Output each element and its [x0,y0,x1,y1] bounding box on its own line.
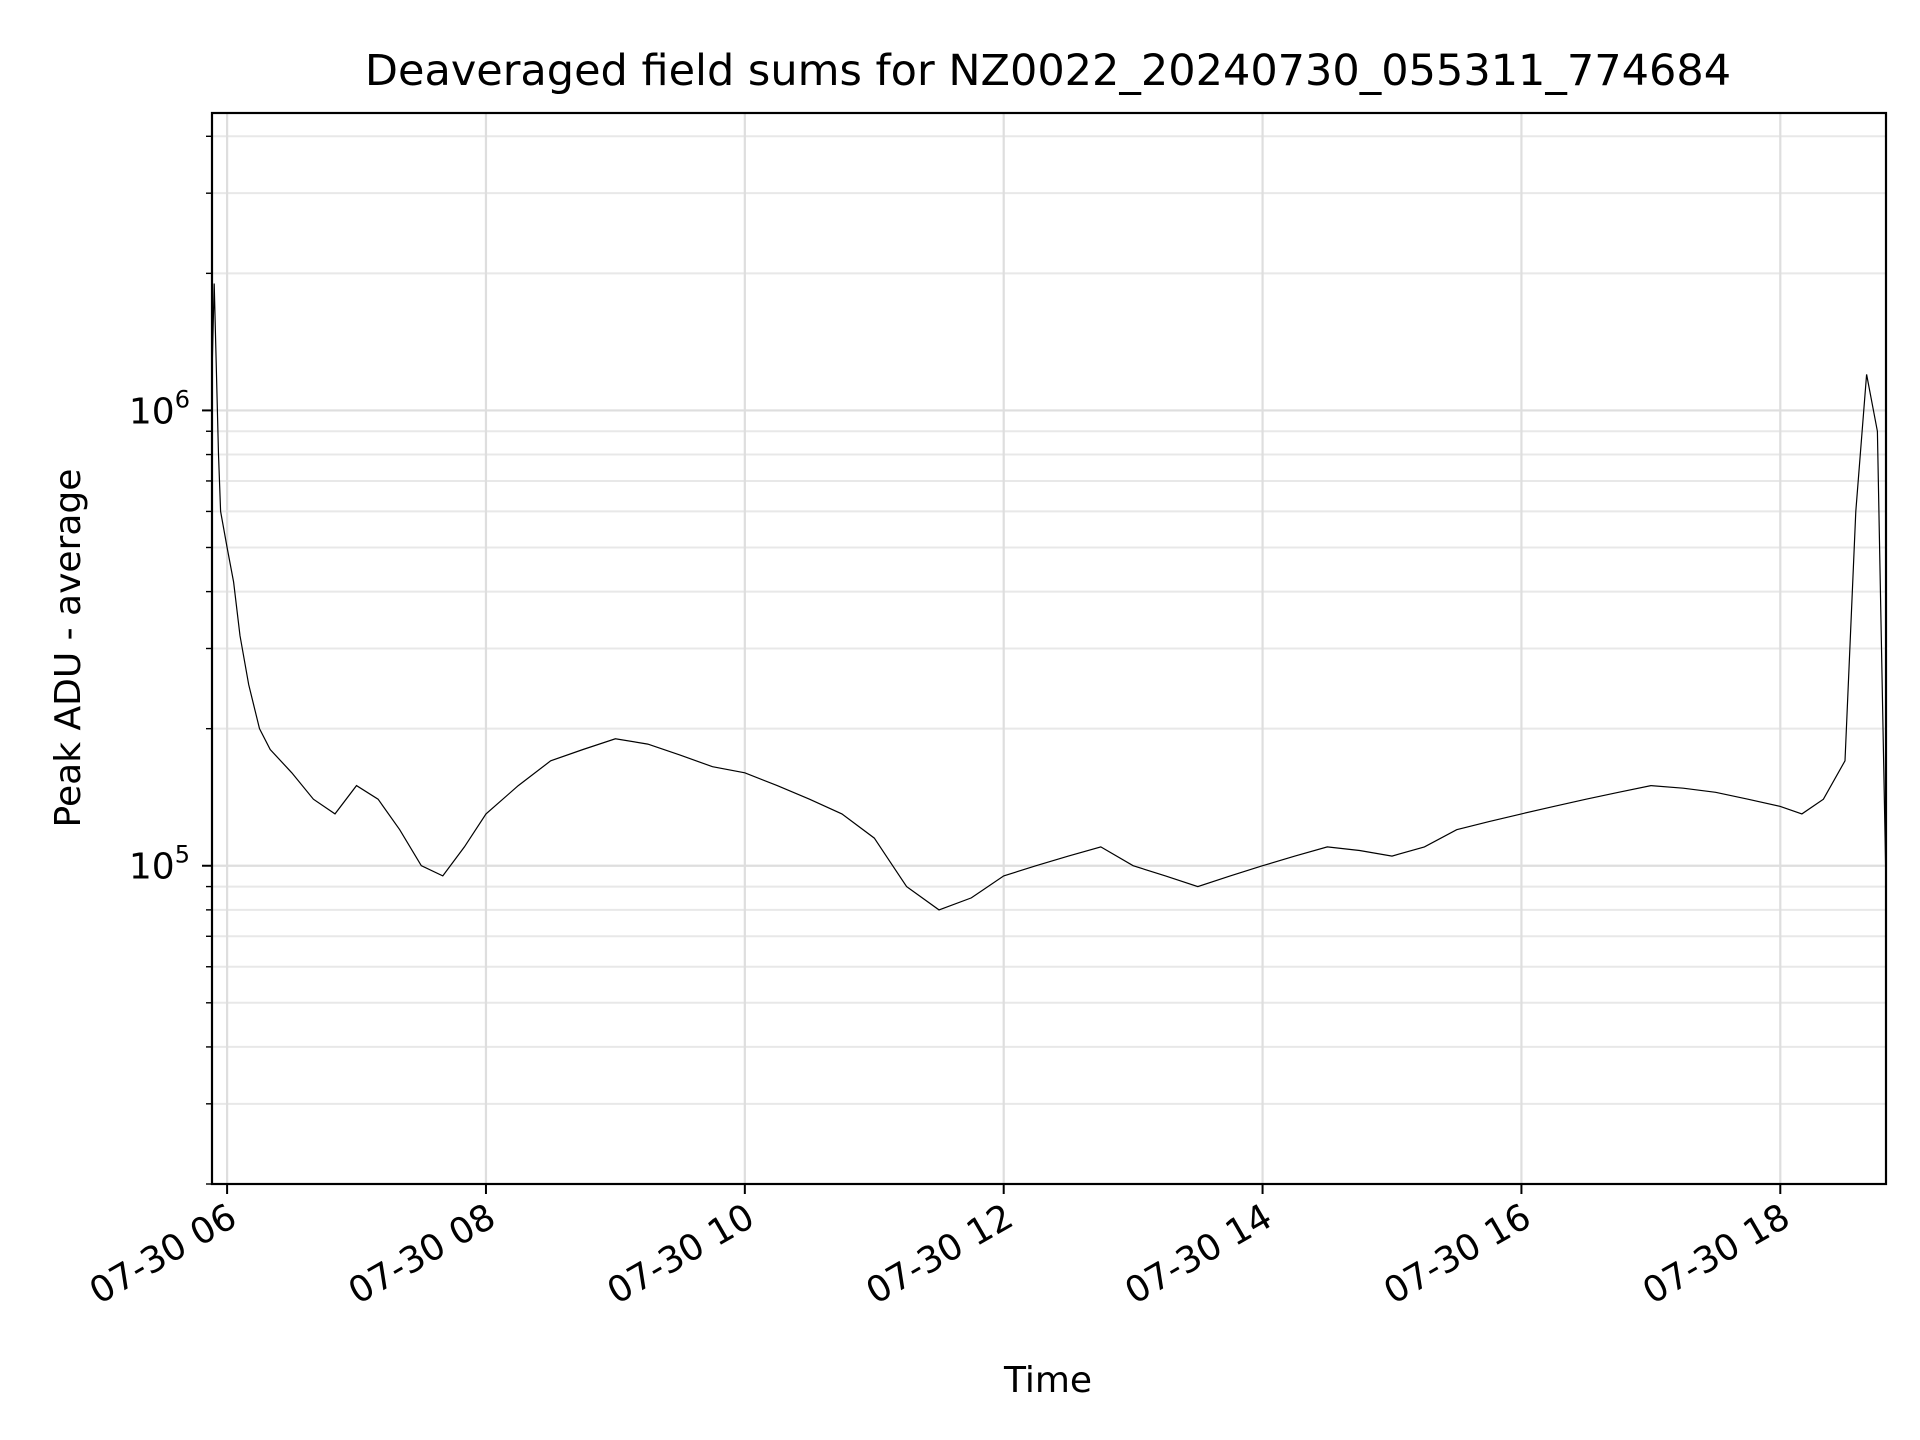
x-axis-label: Time [1003,1360,1092,1401]
y-tick-label: 106 [129,385,190,432]
series-line [211,283,1887,911]
chart-title: Deaveraged field sums for NZ0022_2024073… [365,46,1731,96]
y-tick-exp: 5 [175,841,190,869]
y-tick-label: 105 [129,841,190,888]
y-tick-base: 10 [129,391,175,432]
grid [212,113,1886,1185]
y-tick-exp: 6 [175,385,190,413]
y-tick-base: 10 [129,847,175,888]
y-axis-label: Peak ADU - average [48,469,89,828]
plot-area [211,283,1887,911]
